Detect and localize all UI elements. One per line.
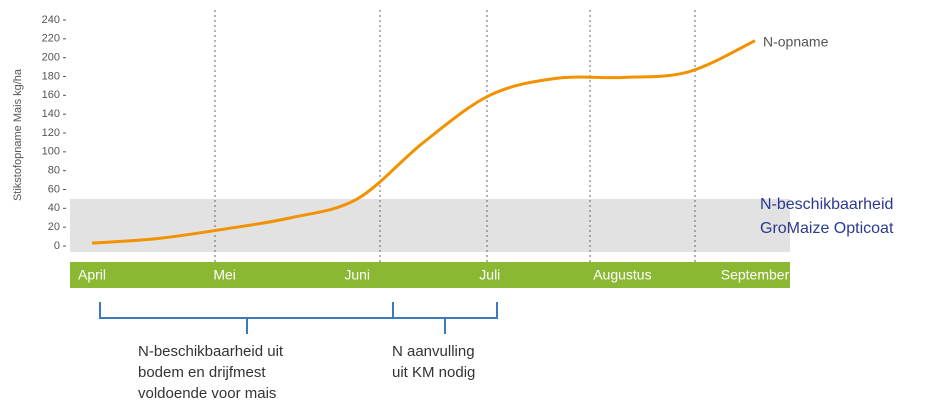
y-tick-label: 120 — [42, 127, 60, 139]
month-label: Augustus — [593, 267, 651, 283]
y-tick-label: 220 — [42, 33, 60, 45]
bracket-note: bodem en drijfmest — [138, 364, 266, 381]
y-axis-label: Stikstofopname Mais kg/ha — [12, 68, 24, 201]
y-tick-label: 180 — [42, 70, 60, 82]
y-tick-label: 60 — [48, 183, 60, 195]
availability-area — [70, 199, 790, 252]
y-tick-label: 160 — [42, 89, 60, 101]
y-tick-label: 200 — [42, 52, 60, 64]
bracket-note: N-beschikbaarheid uit — [138, 343, 284, 360]
month-label: September — [721, 267, 790, 283]
y-tick-label: 80 — [48, 165, 60, 177]
brackets — [100, 302, 497, 334]
y-tick-label: 100 — [42, 146, 60, 158]
month-label: Mei — [213, 267, 236, 283]
bracket-note: uit KM nodig — [392, 364, 475, 381]
y-tick-label: 240 — [42, 14, 60, 26]
bracket-note: N aanvulling — [392, 343, 475, 360]
month-label: Juli — [479, 267, 500, 283]
y-tick-label: 20 — [48, 221, 60, 233]
bracket-note: voldoende voor mais — [138, 385, 276, 402]
y-tick-label: 140 — [42, 108, 60, 120]
chart: Stikstofopname Mais kg/ha April Mei Juni Ju… — [0, 0, 949, 409]
y-tick-label: 0 — [54, 240, 60, 252]
month-band — [70, 262, 790, 288]
series-label: N-opname — [763, 33, 829, 49]
month-label: April — [78, 267, 106, 283]
month-label: Juni — [344, 267, 370, 283]
y-tick-label: 40 — [48, 202, 60, 214]
